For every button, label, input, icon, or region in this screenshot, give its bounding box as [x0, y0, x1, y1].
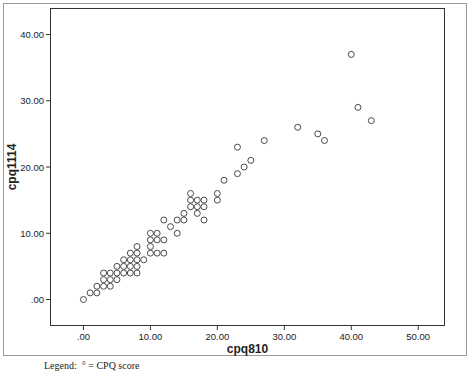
point [181, 217, 187, 223]
point [214, 197, 220, 203]
point [94, 283, 100, 289]
x-tick [150, 326, 151, 330]
y-tick-label: 40.00 [20, 29, 44, 40]
y-tick-label: 20.00 [20, 162, 44, 173]
point [107, 270, 113, 276]
point [87, 290, 93, 296]
point [134, 250, 140, 256]
point [147, 250, 153, 256]
point [241, 164, 247, 170]
point [114, 270, 120, 276]
points [80, 51, 374, 302]
point [194, 204, 200, 210]
point [161, 250, 167, 256]
point [201, 217, 207, 223]
point [261, 138, 267, 144]
point [194, 210, 200, 216]
y-tick [46, 34, 50, 35]
x-tick [351, 326, 352, 330]
point [127, 270, 133, 276]
x-tick-label: 40.00 [339, 331, 363, 342]
y-tick [46, 299, 50, 300]
point [141, 257, 147, 263]
point [321, 138, 327, 144]
point [174, 217, 180, 223]
point [201, 197, 207, 203]
point [201, 204, 207, 210]
point [114, 277, 120, 283]
y-tick-label: .00 [31, 294, 44, 305]
point [315, 131, 321, 137]
point [214, 191, 220, 197]
point [107, 277, 113, 283]
point [127, 257, 133, 263]
point [181, 210, 187, 216]
point [194, 197, 200, 203]
point [134, 244, 140, 250]
point [134, 270, 140, 276]
point [154, 230, 160, 236]
x-tick-label: .00 [77, 331, 90, 342]
x-tick [217, 326, 218, 330]
point [221, 177, 227, 183]
y-tick [46, 167, 50, 168]
point [355, 104, 361, 110]
point [168, 224, 174, 230]
point [127, 263, 133, 269]
point [127, 250, 133, 256]
point [80, 297, 86, 303]
chart: .00 10.00 20.00 30.00 40.00 50.00 .00 10.00 20.0… [0, 0, 470, 374]
point [234, 144, 240, 150]
point [348, 51, 354, 57]
point [101, 277, 107, 283]
x-tick-label: 20.00 [205, 331, 229, 342]
point [101, 270, 107, 276]
x-tick-label: 10.00 [139, 331, 163, 342]
point [134, 257, 140, 263]
y-tick [46, 233, 50, 234]
x-tick-label: 50.00 [406, 331, 430, 342]
point [94, 290, 100, 296]
point [147, 237, 153, 243]
point [121, 263, 127, 269]
y-tick-label: 10.00 [20, 228, 44, 239]
point [188, 197, 194, 203]
point [248, 157, 254, 163]
annotation: Legend: ° = CPQ score [44, 360, 140, 371]
point [161, 237, 167, 243]
point [188, 204, 194, 210]
point [161, 217, 167, 223]
x-tick [284, 326, 285, 330]
point [295, 124, 301, 130]
point [154, 250, 160, 256]
point [107, 283, 113, 289]
y-tick [46, 100, 50, 101]
x-axis-title: cpq810 [227, 342, 269, 356]
y-axis-title: cpq1114 [5, 143, 19, 190]
point [188, 191, 194, 197]
y-tick-label: 30.00 [20, 95, 44, 106]
point [114, 263, 120, 269]
point [174, 230, 180, 236]
x-tick-label: 30.00 [272, 331, 296, 342]
point [121, 257, 127, 263]
point [147, 230, 153, 236]
x-tick [83, 326, 84, 330]
point [154, 237, 160, 243]
plot-frame [51, 9, 445, 326]
point [101, 283, 107, 289]
x-tick [418, 326, 419, 330]
point [234, 171, 240, 177]
chart-border [4, 4, 467, 356]
point [147, 244, 153, 250]
point [368, 118, 374, 124]
point [121, 270, 127, 276]
point [134, 263, 140, 269]
